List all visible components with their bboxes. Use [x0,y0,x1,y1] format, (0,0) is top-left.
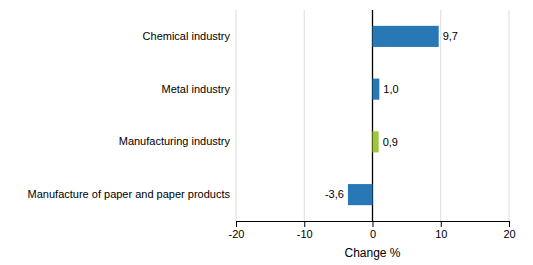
x-tick: 20 [503,221,515,240]
chart-container: -20 -10 0 10 20 Manufacture of paper and pape… [0,0,533,265]
y-axis: Manufacture of paper and paper products M… [28,30,236,200]
bar [373,131,379,152]
x-tick-label: -20 [229,228,245,240]
x-tick: 10 [435,221,447,240]
grid-line [440,10,441,221]
bar [348,184,373,205]
x-tick-mark [373,221,374,227]
x-tick-mark [509,221,510,227]
x-axis: -20 -10 0 10 20 [229,221,516,240]
bars [348,26,439,205]
grid-line [304,10,305,221]
data-label: 9,7 [443,30,458,42]
plot: -20 -10 0 10 20 Manufacture of paper and pape… [28,10,516,260]
data-labels: -3,6 0,9 1,0 9,7 [325,30,458,200]
chart-svg: -20 -10 0 10 20 Manufacture of paper and pape… [0,0,533,265]
grid-line [236,10,237,221]
y-tick: Metal industry [162,83,236,95]
x-tick: -10 [297,221,313,240]
data-label: 0,9 [383,136,398,148]
grid-line [509,10,510,221]
y-tick-label: Manufacturing industry [119,135,231,147]
bar [373,26,439,47]
x-tick-mark [304,221,305,227]
x-tick-label: 0 [370,228,376,240]
x-axis-title: Change % [344,246,400,260]
data-label: 1,0 [383,83,398,95]
x-tick: -20 [229,221,245,240]
bar [373,79,380,100]
x-tick-mark [441,221,442,227]
grid [236,10,509,221]
y-tick-label: Chemical industry [143,30,231,42]
x-axis-line [237,222,510,228]
y-tick: Chemical industry [143,30,236,42]
x-tick-label: 10 [435,228,447,240]
x-tick-label: -10 [297,228,313,240]
y-tick: Manufacturing industry [119,135,236,147]
x-tick-label: 20 [503,228,515,240]
data-label: -3,6 [325,188,344,200]
x-tick-mark [236,221,237,227]
y-tick-label: Metal industry [162,83,231,95]
y-tick-label: Manufacture of paper and paper products [28,188,231,200]
y-tick: Manufacture of paper and paper products [28,188,236,200]
x-tick: 0 [370,221,376,240]
